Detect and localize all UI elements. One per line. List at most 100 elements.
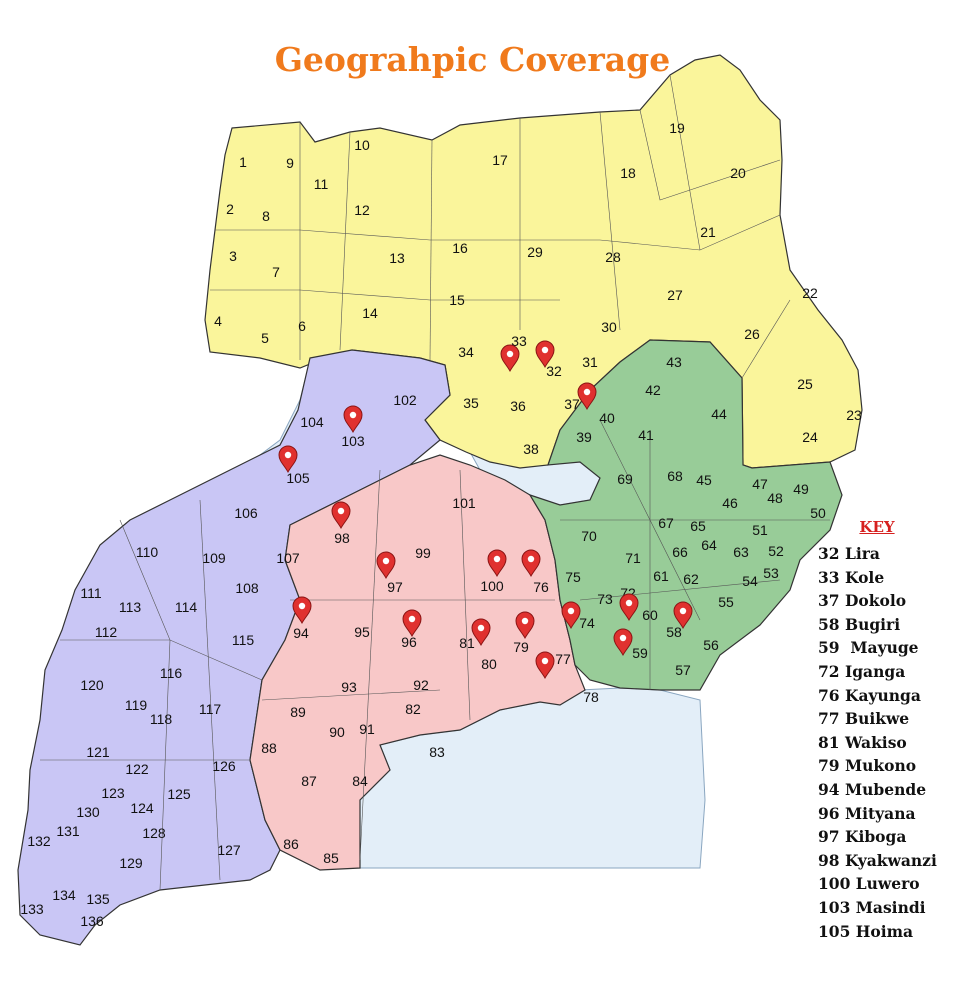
district-number: 47: [752, 476, 768, 492]
district-number: 49: [793, 481, 809, 497]
district-number: 115: [232, 632, 255, 648]
map-key: KEY 32 Lira 33 Kole 37 Dokolo 58 Bugiri …: [818, 518, 976, 943]
district-number: 90: [329, 724, 345, 740]
district-number: 130: [76, 804, 100, 820]
district-number: 11: [314, 176, 329, 192]
district-number: 79: [513, 639, 529, 655]
district-number: 5: [261, 330, 269, 346]
district-number: 46: [722, 495, 738, 511]
district-number: 60: [642, 607, 658, 623]
district-number: 108: [235, 580, 259, 596]
district-number: 118: [150, 711, 173, 727]
map-title: Geograhpic Coverage: [274, 40, 671, 79]
district-number: 29: [527, 244, 543, 260]
district-number: 105: [286, 470, 310, 486]
district-number: 88: [261, 740, 277, 756]
district-number: 97: [387, 579, 403, 595]
district-number: 124: [130, 800, 154, 816]
district-number: 61: [653, 568, 669, 584]
district-number: 23: [846, 407, 862, 423]
district-number: 100: [480, 578, 504, 594]
district-number: 123: [101, 785, 125, 801]
district-number: 120: [80, 677, 104, 693]
district-number: 50: [810, 505, 826, 521]
key-item: 94 Mubende: [818, 779, 927, 799]
key-item: 77 Buikwe: [818, 709, 910, 729]
district-number: 129: [119, 855, 143, 871]
district-number: 84: [352, 773, 368, 789]
district-number: 59: [632, 645, 648, 661]
district-number: 7: [272, 264, 280, 280]
district-number: 122: [125, 761, 149, 777]
district-number: 55: [718, 594, 734, 610]
district-number: 54: [742, 573, 758, 589]
district-number: 121: [86, 744, 110, 760]
district-number: 95: [354, 624, 370, 640]
key-item: 103 Masindi: [818, 897, 926, 917]
district-number: 15: [449, 292, 465, 308]
district-number: 24: [802, 429, 818, 445]
district-number: 107: [276, 550, 300, 566]
district-number: 33: [511, 333, 527, 349]
district-number: 4: [214, 313, 222, 329]
district-number: 132: [27, 833, 51, 849]
district-number: 32: [546, 363, 562, 379]
district-number: 2: [226, 201, 234, 217]
district-number: 31: [582, 354, 598, 370]
key-item: 97 Kiboga: [818, 827, 907, 847]
district-number: 14: [362, 305, 378, 321]
district-number: 117: [199, 701, 222, 717]
district-number: 70: [581, 528, 597, 544]
district-number: 67: [658, 515, 674, 531]
district-number: 82: [405, 701, 421, 717]
district-number: 77: [555, 651, 571, 667]
district-number: 136: [80, 913, 104, 929]
district-number: 112: [95, 624, 118, 640]
district-number: 80: [481, 656, 497, 672]
district-number: 10: [354, 137, 370, 153]
eastern-region: [528, 339, 843, 691]
district-number: 135: [86, 891, 110, 907]
district-number: 43: [666, 354, 682, 370]
district-number: 111: [80, 585, 101, 601]
district-number: 131: [56, 823, 80, 839]
district-number: 96: [401, 634, 417, 650]
district-number: 17: [492, 152, 508, 168]
district-number: 99: [415, 545, 431, 561]
district-number: 75: [565, 569, 581, 585]
district-number: 94: [293, 625, 309, 641]
district-number: 119: [125, 697, 148, 713]
district-number: 21: [700, 224, 716, 240]
district-boundaries: [40, 74, 830, 891]
key-item: 79 Mukono: [818, 756, 917, 776]
key-item: 76 Kayunga: [818, 685, 921, 705]
district-number: 13: [389, 250, 405, 266]
district-number: 12: [354, 202, 370, 218]
district-number: 85: [323, 850, 339, 866]
district-number: 128: [142, 825, 166, 841]
district-number: 92: [413, 677, 429, 693]
district-number: 106: [234, 505, 258, 521]
district-number: 62: [683, 571, 699, 587]
key-item: 58 Bugiri: [818, 614, 901, 634]
district-number: 91: [359, 721, 375, 737]
district-number: 93: [341, 679, 357, 695]
key-list: 32 Lira 33 Kole 37 Dokolo 58 Bugiri 59 M…: [818, 542, 976, 943]
district-numbers: 1 2 3 4 5 6 7 8 9 10 11 12 13 14 15 16 1…: [20, 120, 862, 929]
district-number: 40: [599, 410, 615, 426]
district-number: 52: [768, 543, 784, 559]
district-number: 125: [167, 786, 191, 802]
district-number: 83: [429, 744, 445, 760]
district-number: 133: [20, 901, 44, 917]
district-number: 8: [262, 208, 270, 224]
district-number: 28: [605, 249, 621, 265]
district-number: 35: [463, 395, 479, 411]
key-item: 37 Dokolo: [818, 591, 907, 611]
district-number: 25: [797, 376, 813, 392]
district-number: 102: [393, 392, 417, 408]
key-item: 32 Lira: [818, 544, 880, 563]
district-number: 68: [667, 468, 683, 484]
district-number: 26: [744, 326, 760, 342]
district-number: 103: [341, 433, 365, 449]
